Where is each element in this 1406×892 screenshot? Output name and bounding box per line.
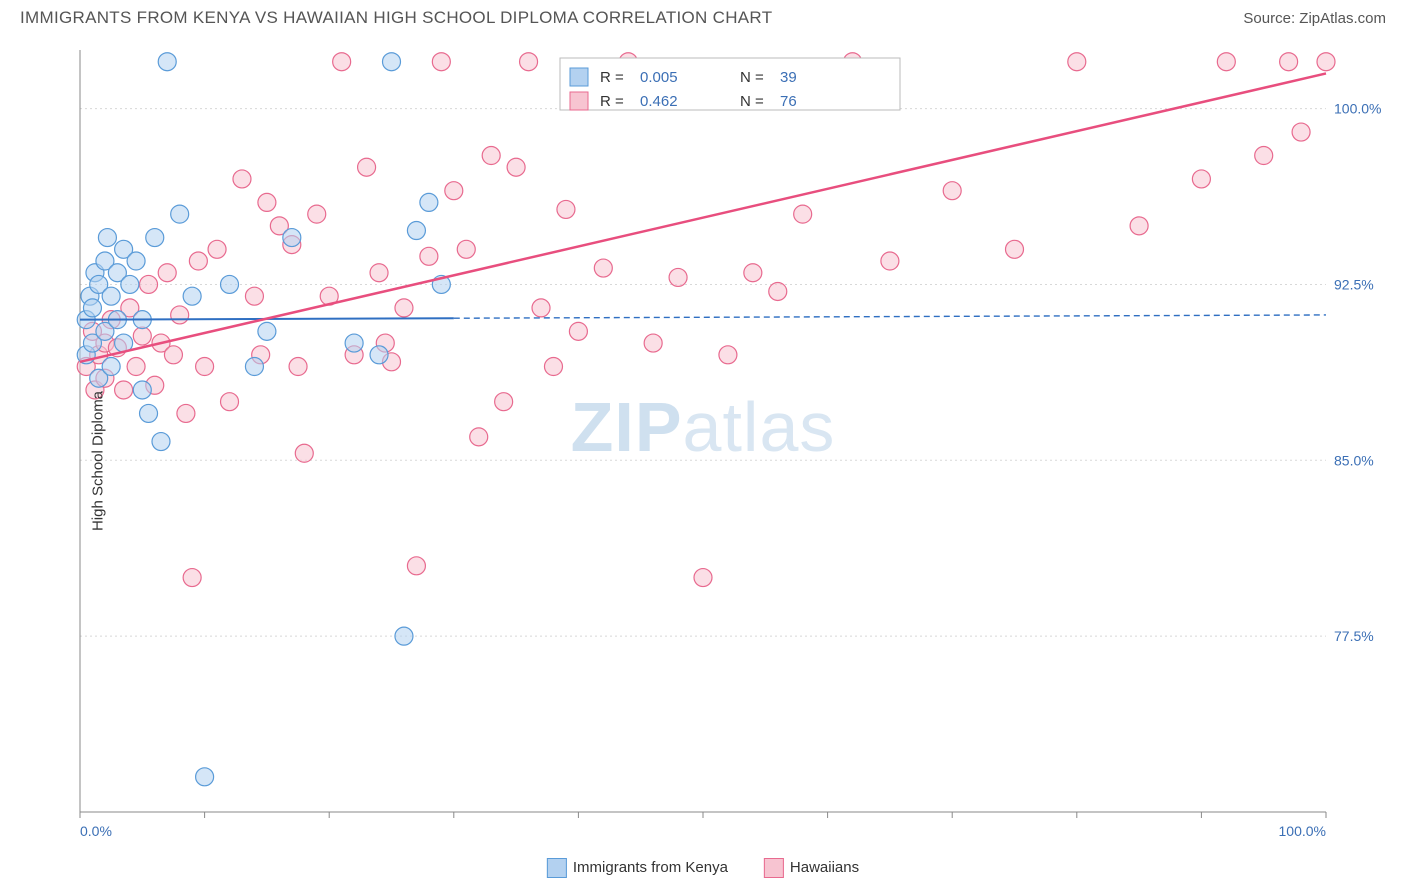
chart-container: High School Diploma ZIPatlas 77.5%85.0%9…	[20, 40, 1386, 882]
svg-text:77.5%: 77.5%	[1334, 628, 1374, 644]
bottom-legend: Immigrants from Kenya Hawaiians	[547, 858, 859, 878]
svg-text:100.0%: 100.0%	[1279, 823, 1326, 839]
svg-text:76: 76	[780, 93, 797, 110]
svg-text:92.5%: 92.5%	[1334, 276, 1374, 292]
svg-text:R =: R =	[600, 93, 624, 110]
chart-header: IMMIGRANTS FROM KENYA VS HAWAIIAN HIGH S…	[0, 0, 1406, 32]
y-axis-label: High School Diploma	[90, 391, 107, 531]
svg-text:0.0%: 0.0%	[80, 823, 112, 839]
legend-swatch	[764, 858, 784, 878]
svg-text:N =: N =	[740, 93, 764, 110]
scatter-chart: 77.5% 85.0% 92.5% 100.0% 0.0% 100.0% R = 0.005 N…	[20, 40, 1386, 852]
legend-swatch	[547, 858, 567, 878]
svg-text:N =: N =	[740, 69, 764, 86]
legend-item: Hawaiians	[764, 858, 859, 878]
legend-label: Hawaiians	[790, 859, 859, 876]
svg-text:85.0%: 85.0%	[1334, 452, 1374, 468]
svg-text:39: 39	[780, 69, 797, 86]
svg-text:100.0%: 100.0%	[1334, 101, 1381, 117]
chart-source: Source: ZipAtlas.com	[1243, 10, 1386, 27]
legend-item: Immigrants from Kenya	[547, 858, 728, 878]
svg-text:0.462: 0.462	[640, 93, 678, 110]
svg-text:R =: R =	[600, 69, 624, 86]
legend-label: Immigrants from Kenya	[573, 859, 728, 876]
svg-text:0.005: 0.005	[640, 69, 678, 86]
chart-title: IMMIGRANTS FROM KENYA VS HAWAIIAN HIGH S…	[20, 8, 772, 28]
